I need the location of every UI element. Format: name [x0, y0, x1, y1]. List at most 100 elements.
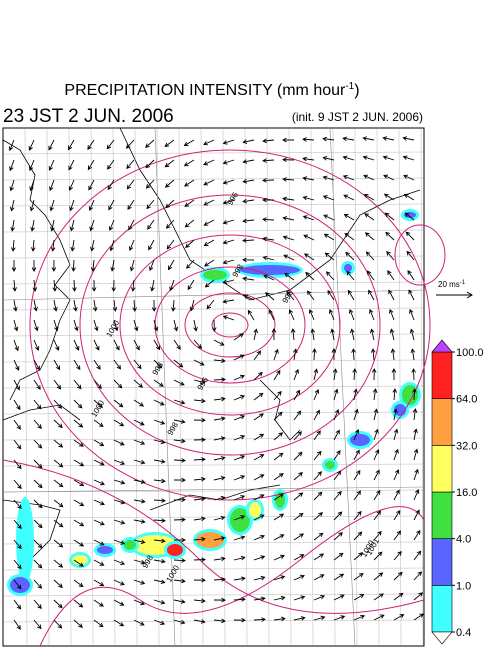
wind-arrow [263, 274, 275, 281]
grid-line [134, 127, 138, 647]
wind-arrow [373, 469, 380, 481]
wind-arrow [262, 158, 275, 163]
wind-arrow [253, 534, 265, 541]
wind-arrow [393, 571, 403, 581]
wind-arrow [153, 558, 166, 564]
wind-arrow [409, 308, 415, 321]
wind-arrow [302, 137, 315, 142]
wind-arrow [353, 510, 362, 521]
wind-arrow [107, 159, 115, 170]
wind-arrow [387, 270, 395, 281]
wind-arrow [53, 559, 64, 568]
grid-line [244, 127, 248, 647]
wind-arrow [50, 219, 55, 232]
grid-line [398, 127, 402, 647]
wind-arrow [73, 439, 84, 447]
wind-arrow [353, 408, 359, 421]
wind-arrow [153, 419, 166, 425]
wind-arrow [386, 250, 395, 261]
wind-arrow [322, 156, 335, 161]
wind-arrow [293, 512, 304, 521]
wind-arrow [262, 197, 275, 203]
colorbar-label: 64.0 [456, 394, 477, 406]
wind-arrow [413, 571, 423, 581]
wind-arrow [128, 239, 135, 252]
wind-arrow [48, 139, 55, 151]
wind-arrow [93, 619, 104, 628]
wind-arrow [411, 368, 416, 381]
wind-arrow [353, 449, 360, 461]
wind-arrow [13, 299, 18, 312]
wind-arrow [173, 477, 186, 483]
colorbar-label: 32.0 [456, 440, 477, 452]
wind-arrow [273, 452, 284, 461]
wind-arrow [93, 359, 101, 370]
wind-arrow [204, 259, 215, 267]
wind-arrow [193, 619, 206, 624]
wind-arrow [393, 489, 400, 501]
wind-arrow [305, 271, 315, 281]
wind-arrow [413, 592, 424, 601]
wind-arrow [33, 619, 42, 630]
wind-arrow [382, 155, 395, 161]
wind-arrow [369, 308, 375, 321]
wind-arrow [373, 489, 381, 501]
wind-arrow [13, 579, 22, 590]
wind-arrow [113, 359, 122, 370]
wind-arrow [393, 509, 401, 521]
wind-arrow [333, 615, 346, 621]
wind-arrow [313, 368, 319, 381]
wind-arrow [353, 429, 360, 441]
wind-arrow [73, 499, 85, 507]
wind-arrow [173, 379, 185, 386]
graticule [2, 127, 425, 647]
wind-arrow [33, 319, 39, 332]
wind-arrow [351, 348, 356, 361]
wind-arrow [330, 328, 335, 341]
wind-arrow [222, 139, 235, 145]
grid-line [310, 127, 314, 647]
wind-arrow [33, 539, 43, 549]
wind-arrow [331, 348, 337, 361]
wind-arrow [313, 512, 323, 521]
wind-arrow [53, 419, 63, 429]
wind-arrow [184, 219, 195, 228]
wind-arrow [253, 350, 262, 361]
wind-arrow [373, 428, 379, 441]
wind-arrow [49, 179, 55, 192]
wind-arrow [342, 175, 355, 181]
wind-arrow [222, 199, 235, 205]
wind-arrow [362, 136, 375, 141]
wind-arrow [222, 219, 235, 225]
wind-arrow [133, 319, 139, 332]
wind-arrow [183, 159, 195, 167]
wind-arrow [153, 538, 166, 544]
wind-arrow [253, 454, 265, 461]
wind-arrow [353, 573, 364, 581]
wind-arrow [33, 299, 38, 312]
map: 9969989981000100099899699810001001998100… [2, 127, 446, 647]
colorbar-segment [431, 538, 453, 586]
wind-arrow [353, 490, 362, 501]
wind-arrow [13, 379, 20, 391]
wind-arrow [242, 238, 255, 243]
wind-arrow [253, 494, 265, 501]
wind-arrow [173, 517, 186, 522]
wind-arrow [53, 519, 64, 528]
wind-arrow [173, 599, 186, 604]
wind-arrow [13, 439, 22, 450]
grid-line [2, 307, 425, 311]
wind-arrow [412, 408, 418, 421]
wind-arrow [293, 533, 305, 541]
wind-arrow [413, 448, 419, 461]
rain-core [344, 264, 352, 272]
wind-arrow [93, 479, 105, 486]
wind-arrow [164, 139, 175, 148]
wind-arrow [33, 339, 40, 351]
grid-line [2, 489, 425, 493]
grid-line [266, 127, 270, 647]
wind-arrow [53, 579, 63, 588]
wind-arrow [213, 475, 226, 481]
wind-arrow [242, 218, 255, 224]
wind-arrow [203, 199, 215, 206]
